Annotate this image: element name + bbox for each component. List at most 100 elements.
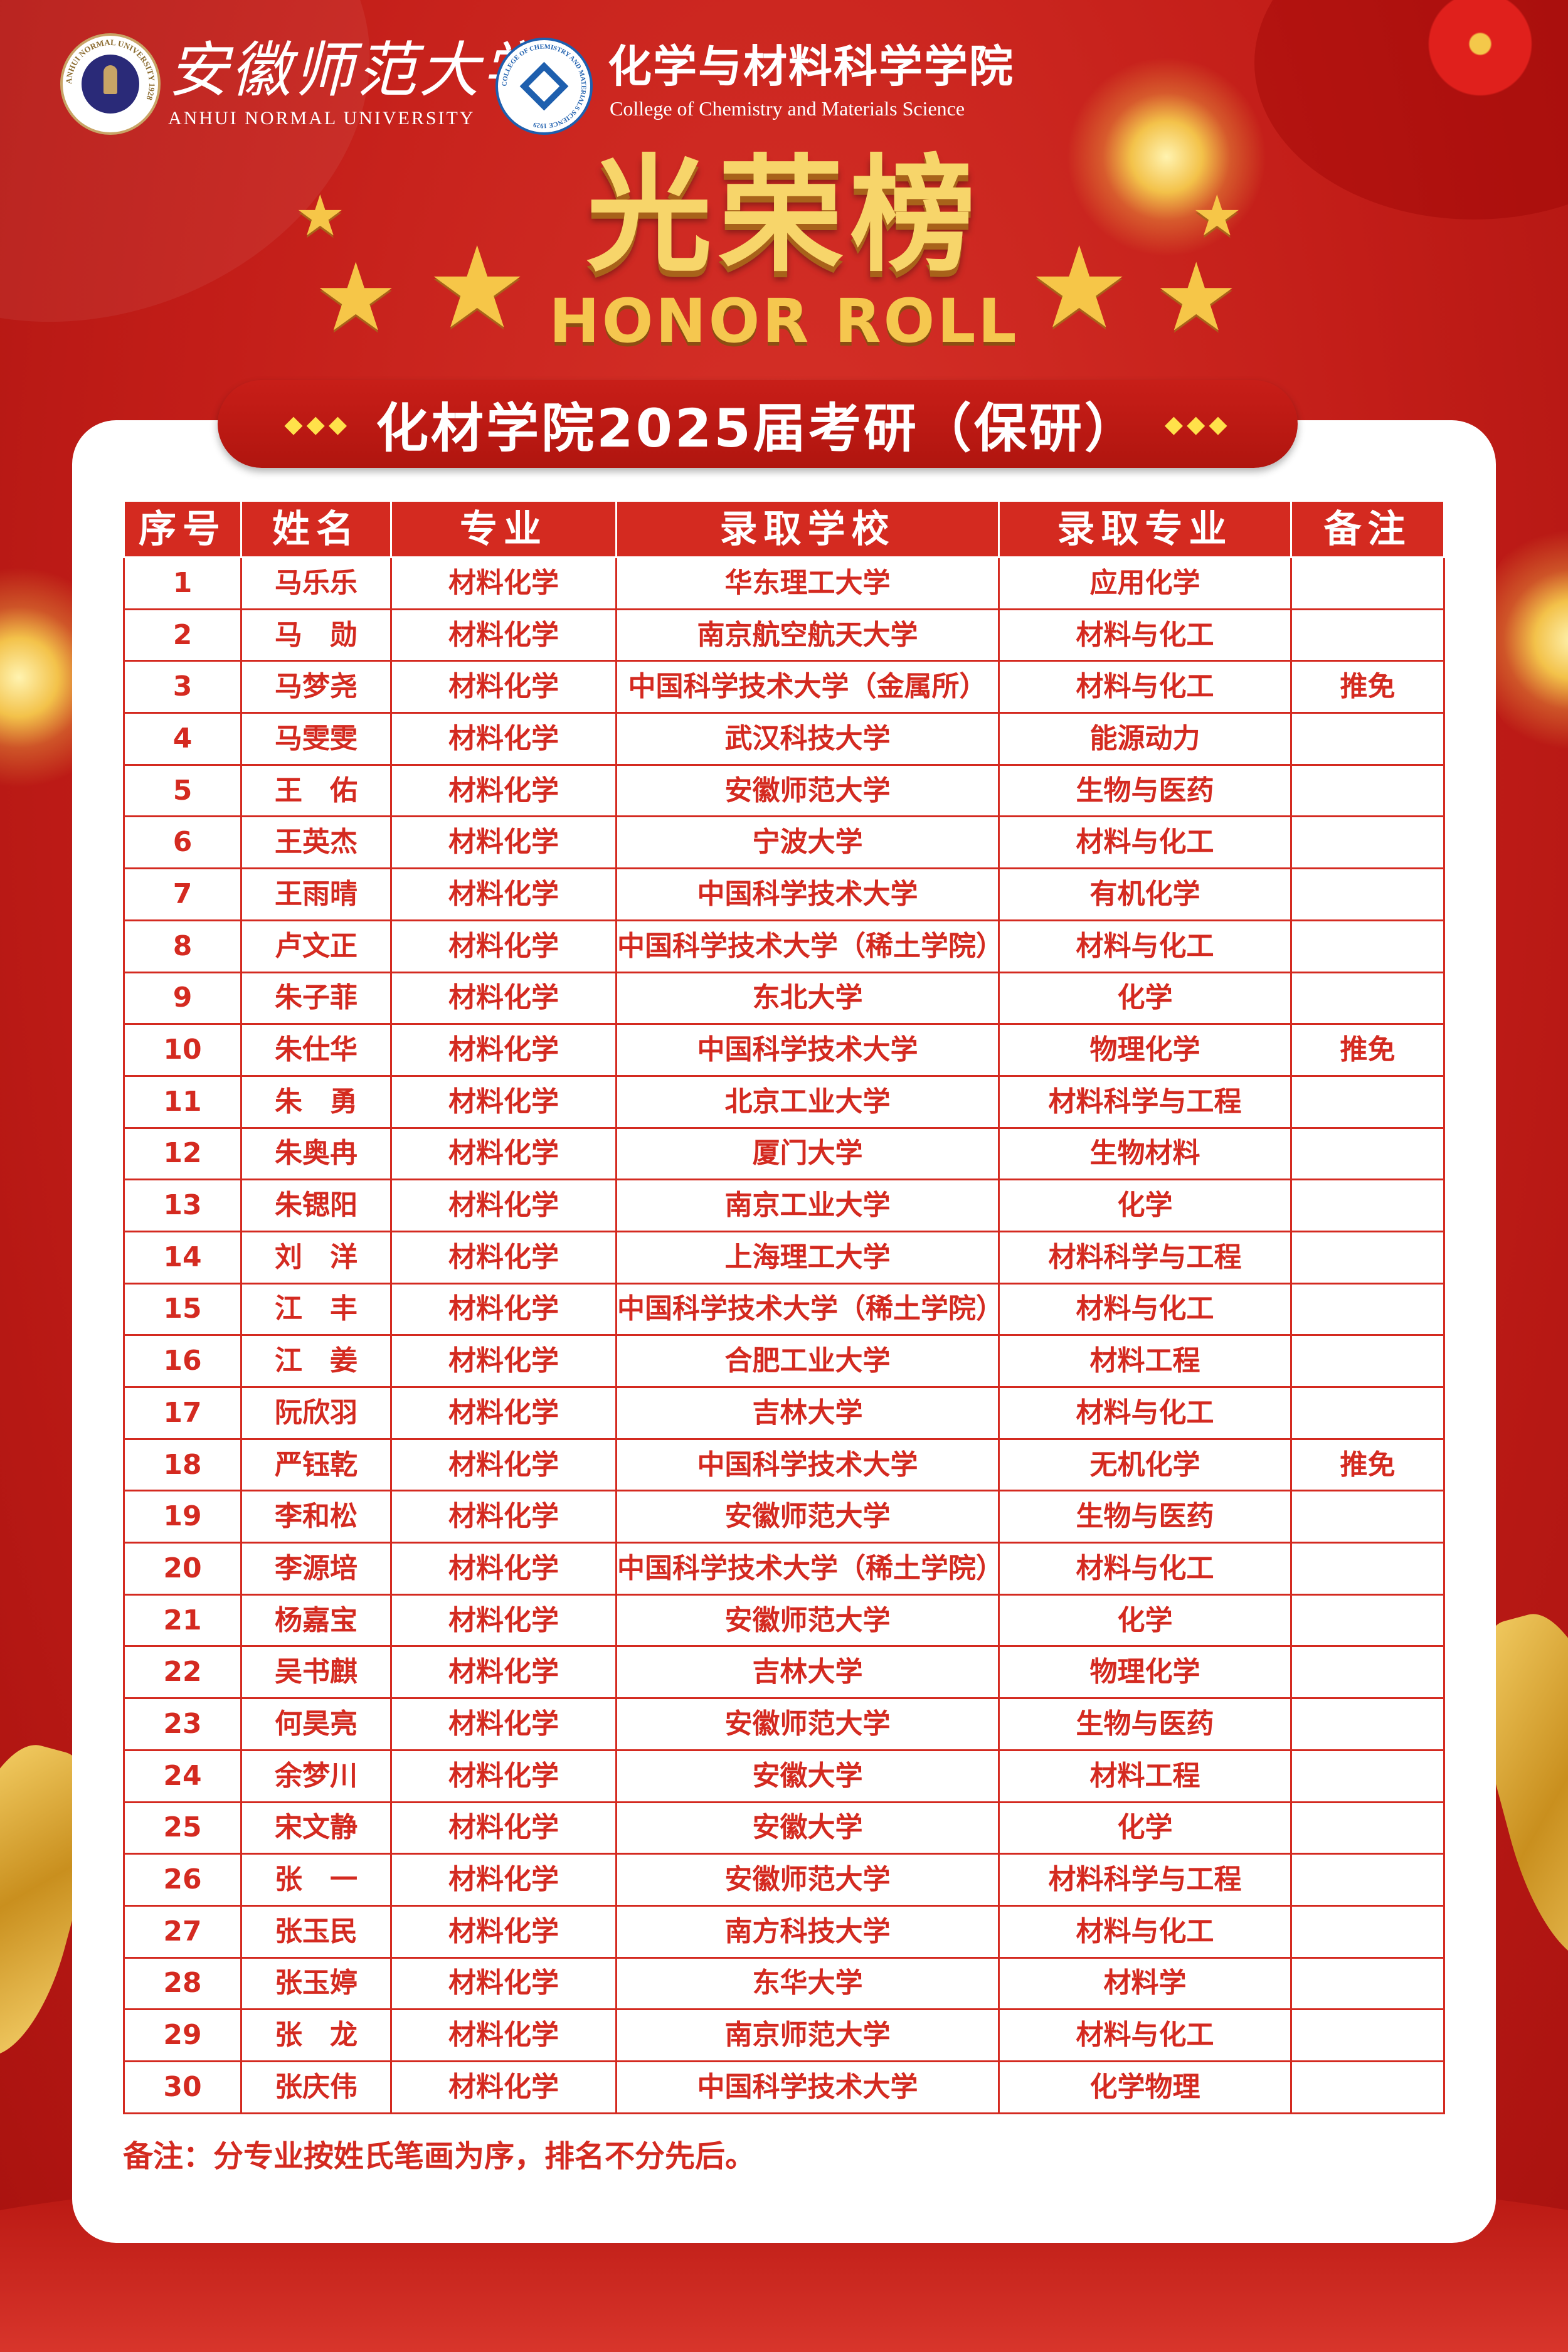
cell-col-remark (1290, 608, 1445, 662)
honor-roll-table: 序号 姓名 专业 录取学校 录取专业 备注 1 马乐乐 材料化学 华东理工大学 应用化学 2 马 勋材… (123, 500, 1445, 2114)
cell-col-major: 材料化学 (390, 1074, 617, 1129)
cell-col-index: 30 (123, 2060, 242, 2114)
cell-col-remark (1290, 1542, 1445, 1596)
university-logo: ANHUI NORMAL UNIVERSITY 1928 (60, 33, 161, 135)
cell-col-index: 24 (123, 1749, 242, 1803)
cell-col-admitted-major: 生物与医药 (998, 1697, 1292, 1751)
cell-col-index: 12 (123, 1126, 242, 1181)
cell-col-school: 安徽师范大学 (615, 1593, 1000, 1648)
cell-col-major: 材料化学 (390, 1282, 617, 1337)
cell-col-name: 马梦尧 (240, 660, 392, 714)
cell-col-major: 材料化学 (390, 712, 617, 766)
cell-col-major: 材料化学 (390, 815, 617, 870)
cell-col-index: 10 (123, 1023, 242, 1077)
table-row: 26 张 一材料化学 安徽师范大学 材料科学与工程 (123, 1853, 1445, 1907)
cell-col-name: 卢文正 (240, 919, 392, 973)
table-header-row: 序号 姓名 专业 录取学校 录取专业 备注 (123, 500, 1445, 558)
cell-col-school: 南京工业大学 (615, 1179, 1000, 1232)
cell-col-name: 严钰乾 (240, 1438, 392, 1492)
star-icon: ★ (295, 183, 346, 249)
cell-col-name: 马乐乐 (240, 556, 392, 610)
firework-decoration (1066, 56, 1267, 257)
cell-col-index: 28 (123, 1956, 242, 2011)
cell-col-school: 吉林大学 (615, 1386, 1000, 1440)
college-logo-text: COLLEGE OF CHEMISTRY AND MATERIALS SCIEN… (501, 43, 586, 129)
cell-col-major: 材料化学 (390, 556, 617, 610)
table-row: 18 严钰乾 材料化学 中国科学技术大学 无机化学 推免 (123, 1438, 1445, 1492)
cell-col-name: 朱 勇 (240, 1074, 392, 1129)
table-row: 8 卢文正 材料化学 中国科学技术大学（稀土学院） 材料与化工 (123, 919, 1445, 973)
table-row: 6 王英杰 材料化学 宁波大学 材料与化工 (123, 815, 1445, 870)
cell-col-index: 3 (123, 660, 242, 714)
cell-col-major: 材料化学 (390, 1334, 617, 1388)
diamond-icon: ◆◆◆ (1164, 410, 1231, 438)
star-icon: ★ (1154, 243, 1239, 352)
svg-text:ANHUI NORMAL UNIVERSITY 1928: ANHUI NORMAL UNIVERSITY 1928 (64, 38, 157, 102)
cell-col-major: 材料化学 (390, 1230, 617, 1285)
flower-decoration (1417, 0, 1543, 100)
cell-col-index: 13 (123, 1179, 242, 1232)
cell-col-school: 中国科学技术大学（金属所） (615, 660, 1000, 714)
cell-col-index: 4 (123, 712, 242, 766)
cell-col-name: 阮欣羽 (240, 1386, 392, 1440)
cell-col-school: 南京航空航天大学 (615, 608, 1000, 662)
cell-col-remark (1290, 815, 1445, 870)
cell-col-major: 材料化学 (390, 1749, 617, 1803)
cell-col-admitted-major: 物理化学 (998, 1645, 1292, 1700)
college-name-cn: 化学与材料科学学院 (608, 41, 1014, 92)
table-row: 15 江 丰材料化学 中国科学技术大学（稀土学院） 材料与化工 (123, 1282, 1445, 1337)
cell-col-index: 18 (123, 1438, 242, 1492)
cell-col-name: 张玉民 (240, 1904, 392, 1959)
cell-col-remark (1290, 1904, 1445, 1959)
cell-col-remark (1290, 867, 1445, 921)
cell-col-school: 中国科学技术大学（稀土学院） (615, 1282, 1000, 1337)
header-col-major: 专业 (390, 500, 617, 558)
cell-col-remark (1290, 1697, 1445, 1751)
cell-col-remark (1290, 1749, 1445, 1803)
cell-col-school: 安徽师范大学 (615, 1853, 1000, 1907)
cell-col-major: 材料化学 (390, 608, 617, 662)
cell-col-admitted-major: 化学 (998, 1801, 1292, 1855)
cell-col-remark (1290, 763, 1445, 818)
cell-col-index: 19 (123, 1490, 242, 1544)
cell-col-index: 9 (123, 971, 242, 1025)
cell-col-school: 南京师范大学 (615, 2008, 1000, 2062)
cell-col-remark (1290, 2060, 1445, 2114)
cell-col-remark (1290, 712, 1445, 766)
star-icon: ★ (426, 223, 528, 354)
header-col-admitted-major: 录取专业 (998, 500, 1292, 558)
cell-col-admitted-major: 材料与化工 (998, 815, 1292, 870)
cell-col-remark (1290, 1126, 1445, 1181)
cell-col-major: 材料化学 (390, 763, 617, 818)
cell-col-name: 朱仕华 (240, 1023, 392, 1077)
cell-col-admitted-major: 生物与医药 (998, 1490, 1292, 1544)
table-row: 12 朱奥冉 材料化学 厦门大学 生物材料 (123, 1126, 1445, 1181)
cell-col-remark (1290, 1593, 1445, 1648)
cell-col-remark (1290, 1179, 1445, 1232)
cell-col-remark (1290, 1282, 1445, 1337)
cell-col-school: 安徽师范大学 (615, 1697, 1000, 1751)
cell-col-remark: 推免 (1290, 660, 1445, 714)
table-row: 11 朱 勇材料化学 北京工业大学 材料科学与工程 (123, 1074, 1445, 1129)
university-name-en: ANHUI NORMAL UNIVERSITY (168, 108, 475, 129)
cell-col-major: 材料化学 (390, 1438, 617, 1492)
cell-col-index: 26 (123, 1853, 242, 1907)
table-row: 14 刘 洋材料化学 上海理工大学 材料科学与工程 (123, 1230, 1445, 1285)
cell-col-admitted-major: 能源动力 (998, 712, 1292, 766)
cell-col-index: 21 (123, 1593, 242, 1648)
cell-col-index: 14 (123, 1230, 242, 1285)
title-en: HONOR ROLL (549, 286, 1019, 356)
cell-col-name: 吴书麒 (240, 1645, 392, 1700)
cell-col-admitted-major: 物理化学 (998, 1023, 1292, 1077)
cell-col-name: 杨嘉宝 (240, 1593, 392, 1648)
cell-col-index: 20 (123, 1542, 242, 1596)
table-row: 16 江 姜材料化学 合肥工业大学 材料工程 (123, 1334, 1445, 1388)
cell-col-name: 宋文静 (240, 1801, 392, 1855)
cell-col-index: 1 (123, 556, 242, 610)
cell-col-admitted-major: 化学 (998, 1593, 1292, 1648)
cell-col-name: 朱子菲 (240, 971, 392, 1025)
table-row: 17 阮欣羽 材料化学 吉林大学 材料与化工 (123, 1386, 1445, 1440)
table-row: 13 朱锶阳 材料化学 南京工业大学 化学 (123, 1179, 1445, 1232)
table-row: 10 朱仕华 材料化学 中国科学技术大学 物理化学 推免 (123, 1023, 1445, 1077)
cell-col-major: 材料化学 (390, 1697, 617, 1751)
